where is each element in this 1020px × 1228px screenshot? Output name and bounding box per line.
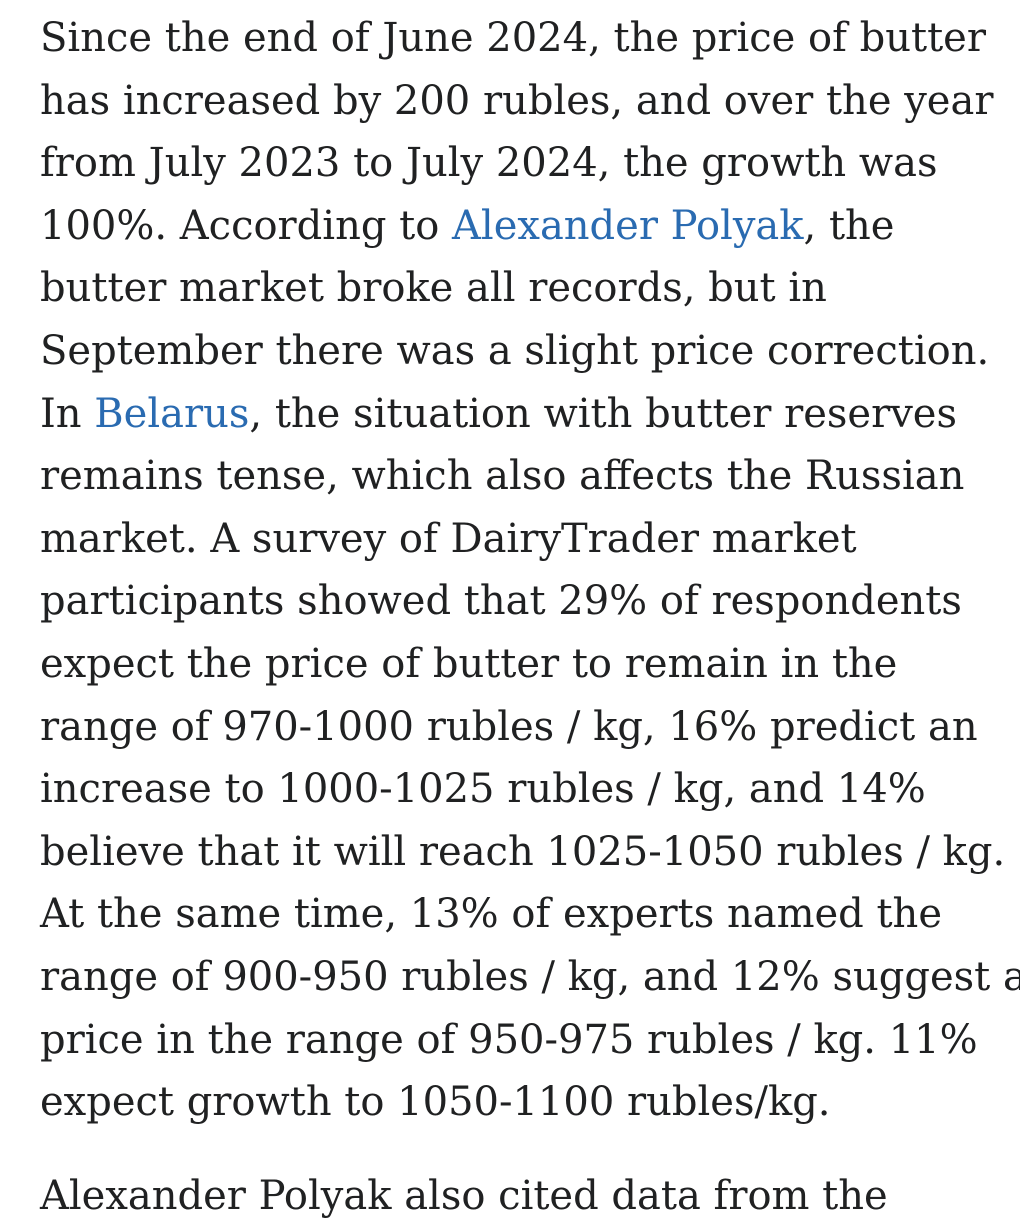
text-line: In Belarus, the situation with butter re…	[40, 383, 980, 446]
text-line: 100%. According to Alexander Polyak, the	[40, 195, 980, 258]
text-line: believe that it will reach 1025-1050 rub…	[40, 828, 1006, 875]
text-run: , the	[803, 202, 895, 249]
text-run: 100%. According to	[40, 202, 453, 249]
text-line: increase to 1000-1025 rubles / kg, and 1…	[40, 766, 926, 813]
text-line: has increased by 200 rubles, and over th…	[40, 77, 994, 124]
text-run: In	[40, 390, 95, 437]
text-line: participants showed that 29% of responde…	[40, 578, 962, 625]
link-alexander-polyak[interactable]: Alexander Polyak	[452, 202, 804, 249]
text-line: remains tense, which also affects the Ru…	[40, 453, 965, 500]
text-line: expect growth to 1050-1100 rubles/kg.	[40, 1079, 831, 1126]
text-line: from July 2023 to July 2024, the growth …	[40, 140, 938, 187]
text-line: price in the range of 950-975 rubles / k…	[40, 1016, 978, 1063]
link-belarus[interactable]: Belarus	[94, 390, 250, 437]
text-line: At the same time, 13% of experts named t…	[40, 891, 942, 938]
text-line: September there was a slight price corre…	[40, 327, 990, 374]
text-line: butter market broke all records, but in	[40, 265, 827, 312]
article-paragraph: Since the end of June 2024, the price of…	[40, 7, 1020, 1134]
text-line: expect the price of butter to remain in …	[40, 640, 898, 687]
text-line: range of 900-950 rubles / kg, and 12% su…	[40, 953, 1020, 1000]
text-run: , the situation with butter reserves	[249, 390, 958, 437]
text-line: market. A survey of DairyTrader market	[40, 515, 857, 562]
text-line: range of 970-1000 rubles / kg, 16% predi…	[40, 703, 978, 750]
next-paragraph-partial: Alexander Polyak also cited data from th…	[40, 1173, 888, 1219]
text-line: Since the end of June 2024, the price of…	[40, 15, 986, 61]
